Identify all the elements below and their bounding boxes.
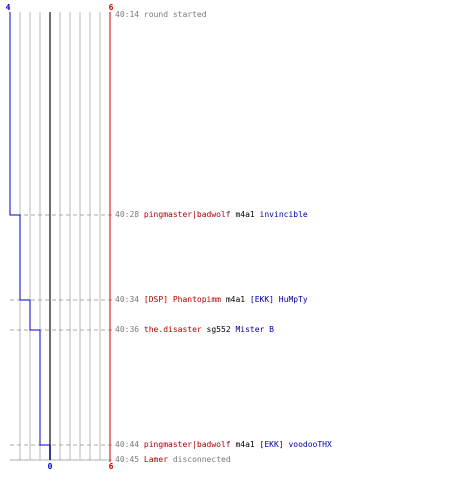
axis-label-bottom-right: 6 xyxy=(109,462,114,471)
killer-name: the.disaster xyxy=(143,325,202,334)
log-time: 40:45 xyxy=(115,455,140,464)
event-guide-lines xyxy=(10,214,113,461)
log-row: 40:14 round started xyxy=(115,10,207,20)
killer-name: [DSP] Phantopimm xyxy=(143,295,221,304)
log-time: 40:36 xyxy=(115,325,140,334)
weapon-name: m4a1 xyxy=(235,440,255,449)
log-time: 40:34 xyxy=(115,295,140,304)
victim-name: [EKK] HuMpTy xyxy=(249,295,308,304)
victim-name: Mister B xyxy=(235,325,274,334)
log-row: 40:34 [DSP] Phantopimm m4a1 [EKK] HuMpTy xyxy=(115,295,308,305)
log-row: 40:28 pingmaster|badwolf m4a1 invincible xyxy=(115,210,308,220)
log-row: 40:45 Lamer disconnected xyxy=(115,455,231,465)
killer-name: pingmaster|badwolf xyxy=(143,210,231,219)
log-time: 40:14 xyxy=(115,10,140,19)
log-row: 40:36 the.disaster sg552 Mister B xyxy=(115,325,274,335)
axis-label-bottom-zero: 0 xyxy=(48,462,53,471)
killer-name: pingmaster|badwolf xyxy=(143,440,231,449)
victim-name: [EKK] voodooTHX xyxy=(259,440,332,449)
log-message: round started xyxy=(143,10,207,19)
log-row: 40:44 pingmaster|badwolf m4a1 [EKK] vood… xyxy=(115,440,332,450)
log-time: 40:28 xyxy=(115,210,140,219)
weapon-name: m4a1 xyxy=(225,295,246,304)
killer-name: Lamer xyxy=(143,455,169,464)
alive-count-line xyxy=(9,12,51,460)
weapon-name: m4a1 xyxy=(235,210,255,219)
axis-label-top-right: 6 xyxy=(109,3,114,12)
weapon-name: sg552 xyxy=(206,325,231,334)
victim-name: invincible xyxy=(259,210,308,219)
log-message: disconnected xyxy=(172,455,231,464)
chart-grid xyxy=(10,12,110,461)
axis-label-top-left: 4 xyxy=(6,3,11,12)
log-time: 40:44 xyxy=(115,440,140,449)
